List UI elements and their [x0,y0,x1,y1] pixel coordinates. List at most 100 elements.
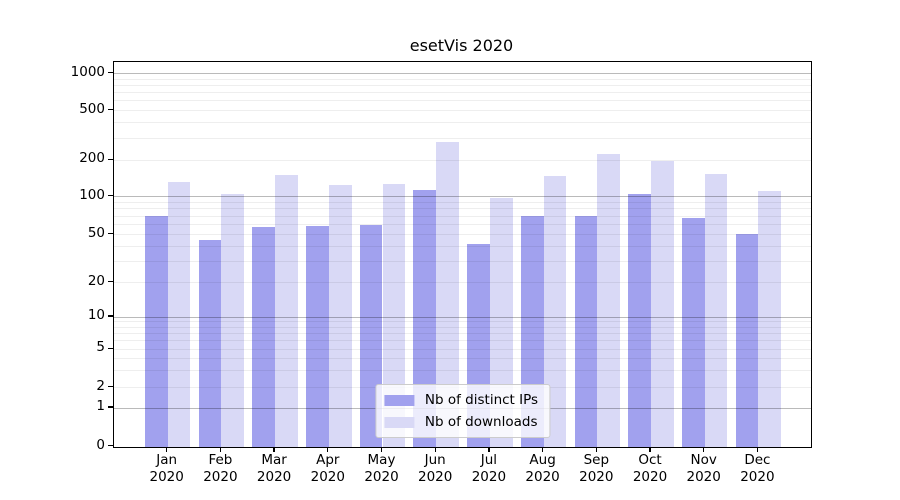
y-tick-label-2: 2 [96,377,105,394]
x-tick-label-aug: Aug 2020 [525,452,560,485]
bar-downloads-jun [436,142,459,447]
bar-distinct-ips-oct [628,194,651,447]
x-tick-may [380,447,383,453]
y-tick-label-5: 5 [96,339,105,356]
y-tick-label-1000: 1000 [70,63,105,80]
x-tick-label-feb: Feb 2020 [203,452,238,485]
gridline-minor-70 [114,215,811,217]
y-tick-label-100: 100 [79,186,105,203]
y-tick-label-0: 0 [96,436,105,453]
bar-downloads-sep [597,153,621,447]
x-tick-jan [166,447,168,453]
gridline-minor-40 [114,245,811,247]
y-tick-200 [108,158,113,160]
bar-downloads-aug [543,176,567,447]
y-tick-label-10: 10 [87,307,105,323]
gridline-minor-600 [114,100,811,102]
x-tick-feb [219,447,222,453]
legend-label-distinct-ips: Nb of distinct IPs [424,392,539,408]
y-tick-1 [108,406,113,408]
x-tick-label-oct: Oct 2020 [632,452,668,485]
plot-area: Nb of distinct IPs Nb of downloads [113,61,812,448]
legend-item-distinct-ips: Nb of distinct IPs [383,391,539,409]
bar-downloads-may [382,184,406,447]
gridline-minor-90 [114,201,811,203]
gridline-major-10 [114,316,811,318]
legend: Nb of distinct IPs Nb of downloads [374,384,551,438]
gridline-minor-400 [114,122,811,124]
x-tick-label-jun: Jun 2020 [418,452,453,485]
y-tick-5 [108,347,113,349]
gridline-minor-8 [114,326,811,328]
bar-downloads-dec [758,190,782,447]
x-tick-label-sep: Sep 2020 [579,452,614,485]
x-tick-apr [327,447,329,453]
gridline-minor-60 [114,224,811,226]
gridline-minor-800 [114,84,811,86]
gridline-minor-900 [114,78,811,80]
bar-downloads-oct [651,161,674,447]
x-tick-aug [541,447,544,453]
gridline-minor-7 [114,333,811,335]
x-tick-oct [649,447,651,453]
x-tick-sep [595,447,597,453]
x-tick-dec [756,447,759,453]
bar-downloads-jan [167,182,191,447]
bar-distinct-ips-feb [198,240,222,447]
gridline-minor-5 [114,348,811,350]
x-tick-label-apr: Apr 2020 [310,452,345,485]
y-tick-label-500: 500 [79,100,105,117]
y-tick-label-20: 20 [87,272,105,289]
bar-downloads-feb [221,193,245,447]
bar-downloads-nov [704,174,728,447]
legend-label-downloads: Nb of downloads [424,414,538,430]
gridline-major-1000 [114,73,811,75]
y-tick-label-200: 200 [79,150,105,167]
x-tick-label-nov: Nov 2020 [686,452,721,485]
legend-swatch-distinct-ips [383,394,414,406]
y-tick-500 [108,108,113,111]
y-tick-0 [108,444,113,447]
x-tick-label-jan: Jan 2020 [149,452,184,485]
bar-downloads-apr [328,184,352,447]
y-tick-label-1: 1 [96,398,105,414]
gridline-minor-4 [114,358,811,360]
y-tick-20 [108,280,113,283]
y-tick-2 [108,385,113,388]
legend-item-downloads: Nb of downloads [383,413,538,431]
y-tick-1000 [108,71,113,74]
bar-distinct-ips-nov [681,217,705,447]
y-tick-10 [108,315,113,317]
gridline-minor-300 [114,137,811,139]
x-tick-jul [488,447,490,453]
bar-distinct-ips-jun [413,189,437,447]
gridline-minor-80 [114,208,811,210]
x-tick-label-jul: Jul 2020 [471,452,507,485]
gridline-minor-200 [114,159,811,161]
chart-title: esetVis 2020 [409,36,514,55]
x-tick-mar [273,447,275,453]
bar-distinct-ips-sep [574,216,598,447]
legend-swatch-downloads [383,416,414,428]
bar-distinct-ips-apr [306,226,329,447]
gridline-minor-9 [114,321,811,323]
x-tick-jun [434,447,436,453]
gridline-minor-500 [114,110,811,111]
gridline-minor-3 [114,370,811,372]
gridline-minor-20 [114,282,811,284]
x-tick-label-may: May 2020 [364,452,399,485]
bar-distinct-ips-mar [252,227,276,447]
bar-downloads-mar [275,174,298,447]
y-tick-label-50: 50 [87,224,105,241]
bar-distinct-ips-jan [144,216,168,447]
x-tick-label-dec: Dec 2020 [740,452,775,485]
x-tick-label-mar: Mar 2020 [256,452,292,485]
gridline-major-100 [114,196,811,198]
gridline-minor-700 [114,92,811,94]
x-tick-nov [703,447,705,453]
y-tick-50 [108,232,113,235]
y-tick-100 [108,194,113,197]
gridline-minor-30 [114,260,811,262]
gridline-minor-6 [114,340,811,342]
